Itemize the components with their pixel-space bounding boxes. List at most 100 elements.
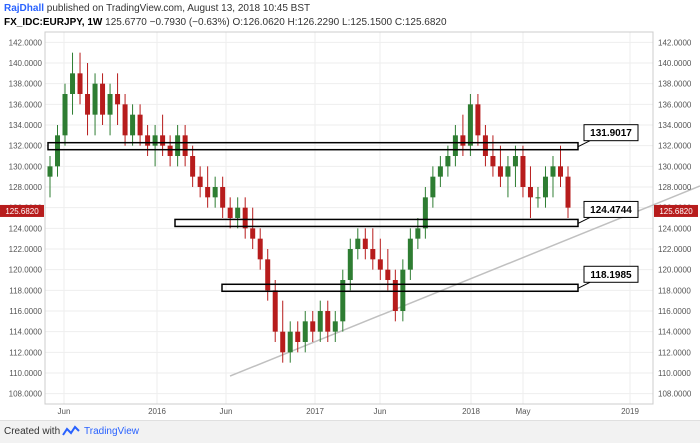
candle [475,94,481,146]
price-chart[interactable]: 131.9017 124.4744 118.1985 142.0000 140.000… [0,0,700,420]
y-tick-label: 138.0000 [9,80,43,89]
candle-body [392,280,398,311]
level-callout-line [577,281,591,289]
level-label-box [583,200,639,218]
y-tick-label: 112.0000 [658,348,691,357]
candle-body [62,94,68,136]
candle-body [415,228,421,239]
candle [220,176,226,218]
candle-body [167,145,173,156]
candle [77,52,83,105]
candle-body [137,114,143,136]
tradingview-logo-icon [62,425,80,436]
candle [182,125,188,167]
candle [130,104,136,146]
x-axis: Jun 2016 Jun 2017 Jun 2018 May 2019 [58,407,640,416]
candle [347,238,353,291]
candle [227,197,233,229]
candle [332,311,338,342]
candle-body [325,311,331,332]
candle [535,187,541,208]
candle-body [497,166,503,177]
price-tag-right-label: 125.6820 [659,207,693,216]
candle [505,156,511,198]
price-tag-left-label: 125.6820 [5,207,39,216]
candle [115,73,121,125]
x-tick-label: 2017 [306,407,324,416]
y-tick-label: 130.0000 [9,162,43,171]
candle [565,166,571,218]
candle [250,207,256,249]
candle-body [265,259,271,291]
candle [122,94,128,146]
candle [280,300,286,363]
candle-body [505,166,511,177]
symbol-line: FX_IDC:EURJPY, 1W 125.6770 −0.7930 (−0.6… [4,17,447,28]
level-131.9017: 131.9017 [47,124,639,151]
candle [167,135,173,167]
x-tick-label: Jun [220,407,233,416]
y-tick-label: 142.0000 [9,38,43,47]
candle-body [212,187,218,198]
y-tick-label: 136.0000 [658,100,692,109]
tradingview-brand[interactable]: TradingView [84,426,140,437]
y-tick-label: 114.0000 [658,328,691,337]
y-tick-label: 134.0000 [658,121,692,130]
candle-body [85,94,91,115]
candle [107,83,113,136]
candle [100,73,106,125]
candle [392,269,398,322]
y-tick-label: 124.0000 [658,224,692,233]
candles [47,52,571,363]
author-link[interactable]: RajDhall [4,3,45,14]
candle [467,94,473,156]
candle [340,269,346,332]
candle-body [55,135,61,167]
level-value-label: 131.9017 [590,128,632,139]
price-tags: 125.6820 125.6820 [0,204,698,217]
level-118.1985: 118.1985 [221,265,639,293]
y-tick-label: 138.0000 [658,80,692,89]
candle-body [340,280,346,322]
candle [47,156,53,198]
candle-body [242,207,248,229]
candle [265,249,271,301]
x-tick-label: Jun [374,407,387,416]
candle-body [565,176,571,208]
candle-body [542,176,548,198]
candle [557,145,563,187]
candle-body [235,207,241,218]
candle-body [385,269,391,280]
level-box [47,141,579,151]
y-tick-label: 140.0000 [658,59,692,68]
level-value-label: 124.4744 [590,205,632,216]
candle [295,321,301,353]
candle [205,166,211,208]
candle [377,238,383,280]
candle [512,145,518,187]
y-tick-label: 110.0000 [658,369,691,378]
y-tick-label: 136.0000 [9,100,43,109]
level-callout-line [577,216,591,224]
candle [212,176,218,208]
candle-body [512,156,518,167]
candle [370,228,376,270]
candle [235,197,241,229]
y-tick-label: 128.0000 [658,183,692,192]
last-price: 125.6770 [105,17,147,28]
candle [415,218,421,249]
candle-body [400,269,406,311]
publish-line: RajDhall published on TradingView.com, A… [4,3,310,14]
y-tick-label: 108.0000 [658,390,692,399]
created-with-label: Created with [4,426,61,437]
candle [490,135,496,177]
y-axis-right: 142.0000 140.0000 138.0000 136.0000 134.0000… [658,38,692,398]
candle-body [407,238,413,270]
x-tick-label: 2016 [148,407,166,416]
candle-body [92,83,98,115]
candle-body [205,187,211,198]
candle-body [520,156,526,187]
candle [407,228,413,280]
candle-body [370,249,376,260]
candle [145,125,151,156]
